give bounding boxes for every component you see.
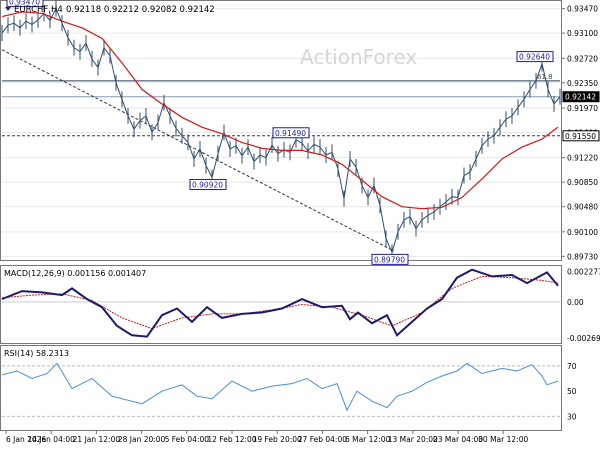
price-line [1, 7, 561, 254]
price-tick-label: 0.93100 [567, 29, 598, 38]
price-annotation-label: 0.89790 [374, 255, 405, 264]
axis-labels: 0.934700.931000.927200.923500.919700.916… [5, 5, 600, 444]
macd-line [1, 268, 559, 338]
macd-tick-label: -0.002693 [567, 334, 600, 343]
ohlc-label: 0.92118 0.92212 0.92082 0.92142 [66, 5, 215, 15]
x-tick-label: 13 Mar 20:00 [388, 435, 438, 444]
current-price-box [562, 130, 600, 142]
price-annotation-label: 0.93470 [9, 0, 40, 7]
watermark-text: ActionForex [300, 45, 417, 69]
price-tick-label: 0.89730 [567, 252, 598, 261]
price-tick-label: 0.93470 [567, 5, 598, 14]
x-tick-label: 28 Jan 20:00 [118, 435, 166, 444]
symbol-label: EURCHF,H4 [14, 5, 63, 15]
price-tick-label: 0.90480 [567, 203, 598, 212]
price-annotation-label: 0.92640 [519, 53, 550, 62]
price-annotations: 0.93470 0.90920 0.91490 0.89790 0.92640 61.8 [6, 0, 554, 265]
x-tick-label: 19 Feb 20:00 [253, 435, 302, 444]
rsi-tick-label: 50 [567, 387, 577, 396]
x-tick-label: 23 Mar 04:00 [433, 435, 483, 444]
price-series [1, 0, 561, 261]
macd-panel-frame [0, 265, 562, 344]
rsi-panel-frame [0, 345, 562, 431]
price-annotation-box [272, 127, 310, 139]
price-annotation-box [371, 253, 409, 265]
rsi-title: RSI(14) 58.2313 [4, 349, 69, 358]
x-tick-label: 5 Feb 04:00 [165, 435, 210, 444]
price-tick-label: 0.90850 [567, 178, 598, 187]
current-price-label: 0.91550 [565, 132, 596, 141]
trendline [1, 49, 395, 252]
price-tick-label: 0.92350 [567, 79, 598, 88]
price-annotation-box [6, 0, 44, 8]
rsi-line [1, 362, 559, 412]
x-tick-label: 6 Mar 12:00 [345, 435, 391, 444]
price-tick-label: 0.90100 [567, 228, 598, 237]
macd-tick-label: 0.002277 [567, 267, 600, 276]
price-tick-label: 0.91220 [567, 154, 598, 163]
price-annotation-label: 0.91490 [275, 129, 306, 138]
price-annotation-box [189, 179, 227, 191]
moving-average-line [1, 11, 559, 210]
x-tick-label: 12 Feb 12:00 [207, 435, 256, 444]
macd-title: MACD(12,26,9) 0.001156 0.001407 [4, 269, 146, 278]
x-tick-label: 6 Jan 2026 [6, 435, 46, 444]
x-tick-label: 21 Jan 12:00 [73, 435, 121, 444]
price-tick-label: 0.92720 [567, 54, 598, 63]
x-tick-label: 27 Feb 04:00 [298, 435, 347, 444]
fib-label: 61.8 [537, 73, 553, 81]
price-annotation-label: 0.90920 [192, 181, 223, 190]
x-tick-label: 14 Jan 04:00 [27, 435, 75, 444]
rsi-tick-label: 30 [567, 412, 577, 421]
chart-header: EURCHF,H4 0.92118 0.92212 0.92082 0.9214… [5, 5, 215, 15]
current-price-box [562, 91, 600, 103]
rsi-tick-label: 70 [567, 362, 577, 371]
grid-lines [1, 8, 560, 257]
macd-tick-label: 0.00 [567, 298, 584, 307]
x-tick-label: 30 Mar 12:00 [478, 435, 528, 444]
rsi-series [1, 362, 560, 417]
macd-series [1, 268, 560, 338]
price-tick-label: 0.91970 [567, 104, 598, 113]
current-price-label: 0.92142 [565, 93, 596, 102]
dropdown-triangle-icon[interactable] [5, 7, 11, 11]
price-annotation-box [516, 51, 554, 63]
